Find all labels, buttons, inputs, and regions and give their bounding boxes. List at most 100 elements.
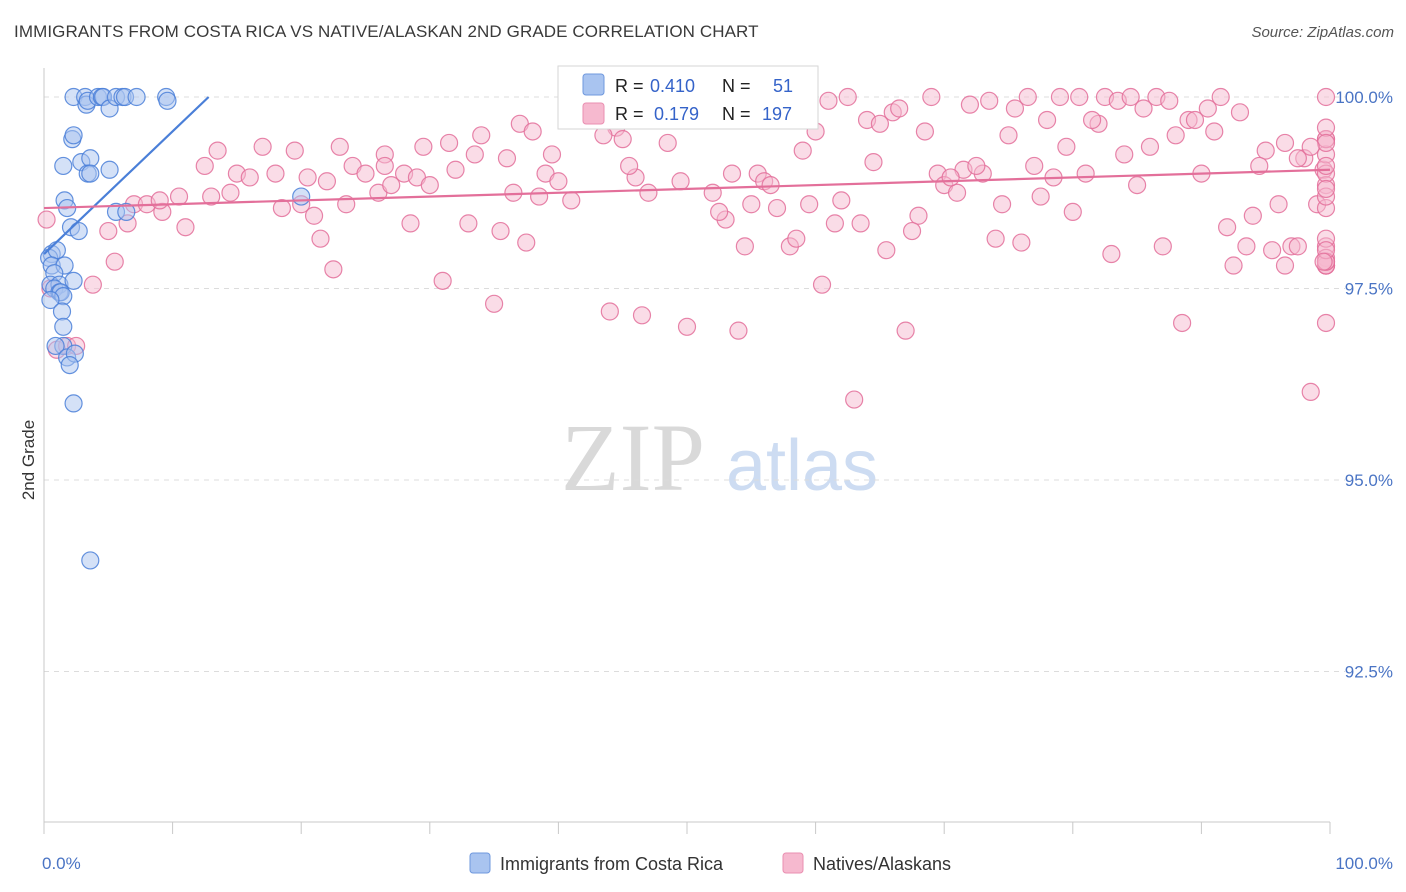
natives-point-175 xyxy=(915,122,935,141)
natives-point-170 xyxy=(838,87,857,107)
costa-rica-point-11 xyxy=(127,87,146,107)
y-tick-label-0: 100.0% xyxy=(1335,88,1393,107)
natives-point-62 xyxy=(600,302,619,321)
legend-n-label-1: N = xyxy=(722,76,751,96)
costa-rica-point-27 xyxy=(69,221,88,241)
natives-point-128 xyxy=(1256,141,1275,160)
natives-point-17 xyxy=(208,141,227,160)
natives-point-104 xyxy=(986,229,1005,248)
natives-point-171 xyxy=(864,153,883,172)
natives-point-164 xyxy=(671,172,690,191)
natives-point-91 xyxy=(851,214,870,233)
costa-rica-point-31 xyxy=(47,241,66,260)
natives-point-111 xyxy=(1063,202,1082,221)
y-tick-label-1: 97.5% xyxy=(1345,280,1393,299)
natives-point-110 xyxy=(1050,87,1070,107)
natives-point-114 xyxy=(1102,244,1121,264)
natives-point-24 xyxy=(285,141,304,160)
natives-point-194 xyxy=(1211,87,1230,107)
natives-point-22 xyxy=(266,164,285,183)
natives-point-41 xyxy=(414,137,433,156)
natives-point-193 xyxy=(1198,99,1217,118)
x-tick-labels: 0.0% 100.0% xyxy=(42,854,1393,873)
natives-point-125 xyxy=(1224,256,1243,275)
natives-point-5 xyxy=(83,275,102,294)
natives-point-185 xyxy=(1082,110,1102,130)
natives-point-29 xyxy=(317,172,337,191)
costa-rica-point-13 xyxy=(158,91,177,110)
costa-rica-trend-line xyxy=(43,96,210,255)
natives-point-179 xyxy=(992,195,1012,214)
natives-point-143 xyxy=(1316,118,1336,137)
y-axis-title: 2nd Grade xyxy=(19,420,38,500)
natives-point-165 xyxy=(710,202,729,221)
natives-point-14 xyxy=(176,218,195,237)
natives-point-69 xyxy=(658,133,677,153)
costa-rica-point-49 xyxy=(60,356,79,375)
costa-rica-point-37 xyxy=(64,271,83,290)
bottom-legend-label-costa-rica: Immigrants from Costa Rica xyxy=(500,854,724,874)
legend-swatch-blue xyxy=(582,73,605,96)
axes xyxy=(43,68,1331,834)
natives-point-196 xyxy=(1250,156,1269,176)
costa-rica-point-42 xyxy=(41,290,60,310)
costa-rica-point-25 xyxy=(117,202,136,221)
legend-swatch-pink xyxy=(582,102,605,125)
natives-point-200 xyxy=(1301,137,1320,156)
x-tick-label-1: 100.0% xyxy=(1335,854,1393,873)
natives-point-26 xyxy=(298,168,317,187)
natives-point-67 xyxy=(639,183,658,202)
natives-point-107 xyxy=(1025,156,1044,176)
costa-rica-point-43 xyxy=(52,302,72,321)
natives-point-105 xyxy=(999,126,1018,145)
natives-point-50 xyxy=(497,149,517,168)
natives-point-37 xyxy=(382,175,401,195)
natives-point-30 xyxy=(324,260,343,279)
natives-point-56 xyxy=(542,145,562,164)
natives-point-199 xyxy=(1288,149,1307,168)
natives-point-84 xyxy=(787,229,806,248)
natives-point-28 xyxy=(311,229,330,248)
gridlines xyxy=(44,96,1345,672)
natives-point-58 xyxy=(562,191,581,210)
costa-rica-points xyxy=(40,87,311,570)
natives-point-85 xyxy=(793,141,812,160)
natives-point-155 xyxy=(1316,156,1336,176)
watermark-atlas: atlas xyxy=(726,426,878,506)
natives-point-43 xyxy=(433,271,452,290)
natives-point-112 xyxy=(1076,164,1095,183)
natives-point-166 xyxy=(722,164,742,183)
natives-point-116 xyxy=(1127,175,1147,195)
natives-point-97 xyxy=(922,87,941,107)
natives-point-173 xyxy=(890,99,909,118)
y-tick-label-3: 92.5% xyxy=(1345,663,1393,682)
natives-point-159 xyxy=(465,145,484,164)
natives-point-134 xyxy=(1301,382,1320,402)
natives-point-18 xyxy=(221,183,240,202)
natives-point-177 xyxy=(967,156,986,176)
natives-point-20 xyxy=(240,168,259,187)
costa-rica-point-21 xyxy=(100,160,119,179)
natives-point-195 xyxy=(1237,237,1256,256)
natives-point-6 xyxy=(105,252,124,271)
legend-n-value-2: 197 xyxy=(762,104,792,124)
natives-point-108 xyxy=(1037,110,1057,130)
natives-point-81 xyxy=(761,175,780,195)
natives-point-82 xyxy=(767,198,787,218)
watermark-zip: ZIP xyxy=(561,404,705,511)
trend-lines xyxy=(43,96,1331,255)
costa-rica-point-28 xyxy=(292,187,311,206)
natives-point-15 xyxy=(195,156,214,176)
natives-point-76 xyxy=(729,321,748,340)
natives-point-145 xyxy=(1316,133,1336,153)
natives-point-181 xyxy=(1018,87,1037,107)
natives-point-39 xyxy=(401,214,420,233)
legend-r-value-2: 0.179 xyxy=(654,104,699,124)
natives-point-106 xyxy=(1012,233,1031,252)
natives-point-123 xyxy=(1205,122,1224,141)
legend-r-label-1: R = xyxy=(615,76,644,96)
legend-r-value-1: 0.410 xyxy=(650,76,695,96)
natives-point-88 xyxy=(819,91,838,110)
natives-point-44 xyxy=(439,133,459,153)
